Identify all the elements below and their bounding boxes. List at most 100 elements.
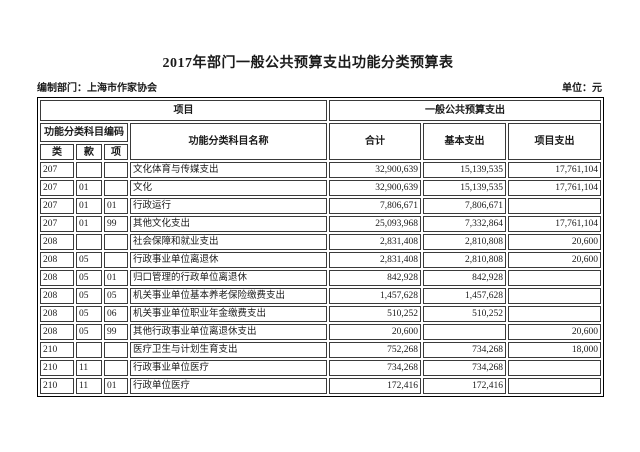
cell-total: 2,831,408 (329, 252, 421, 268)
cell-total: 25,093,968 (329, 216, 421, 232)
cell-subject-name: 文化体育与传媒支出 (130, 162, 327, 178)
cell-item-code (104, 180, 128, 196)
header-total: 合计 (329, 123, 421, 160)
cell-total: 1,457,628 (329, 288, 421, 304)
cell-total: 20,600 (329, 324, 421, 340)
cell-class-code: 207 (40, 162, 74, 178)
budget-table: 项目 一般公共预算支出 功能分类科目编码 功能分类科目名称 合计 基本支出 项目… (37, 97, 605, 397)
cell-section-code (76, 342, 102, 358)
cell-section-code: 11 (76, 360, 102, 376)
cell-class-code: 208 (40, 252, 74, 268)
cell-subject-name: 行政单位医疗 (130, 378, 327, 394)
cell-project-expense (508, 306, 602, 322)
header-row-groups: 项目 一般公共预算支出 (40, 100, 602, 121)
unit-label: 单位：元 (562, 83, 602, 94)
cell-subject-name: 行政运行 (130, 198, 327, 214)
cell-section-code (76, 234, 102, 250)
cell-basic-expense: 7,806,671 (423, 198, 506, 214)
cell-section-code: 05 (76, 252, 102, 268)
cell-class-code: 208 (40, 234, 74, 250)
cell-basic-expense: 510,252 (423, 306, 506, 322)
cell-subject-name: 行政事业单位医疗 (130, 360, 327, 376)
cell-basic-expense: 1,457,628 (423, 288, 506, 304)
cell-total: 32,900,639 (329, 180, 421, 196)
table-row: 207 01 01 行政运行 7,806,671 7,806,671 (40, 198, 602, 214)
header-section: 款 (76, 144, 102, 160)
cell-item-code: 01 (104, 198, 128, 214)
page-title: 2017年部门一般公共预算支出功能分类预算表 (162, 56, 454, 71)
header-budget-group: 一般公共预算支出 (329, 100, 602, 121)
cell-subject-name: 机关事业单位基本养老保险缴费支出 (130, 288, 327, 304)
cell-project-expense (508, 198, 602, 214)
cell-project-expense (508, 288, 602, 304)
table-row: 210 医疗卫生与计划生育支出 752,268 734,268 18,000 (40, 342, 602, 358)
header-project-expense: 项目支出 (508, 123, 602, 160)
cell-section-code: 01 (76, 198, 102, 214)
header-row-codes: 类 款 项 (40, 144, 601, 160)
cell-basic-expense: 2,810,808 (423, 234, 506, 250)
table-row: 208 05 99 其他行政事业单位离退休支出 20,600 20,600 (40, 324, 602, 340)
table-row: 207 文化体育与传媒支出 32,900,639 15,139,535 17,7… (40, 162, 602, 178)
cell-section-code: 01 (76, 180, 102, 196)
cell-section-code: 05 (76, 288, 102, 304)
cell-basic-expense: 734,268 (423, 342, 506, 358)
header-row-subgroups: 功能分类科目编码 功能分类科目名称 合计 基本支出 项目支出 (40, 123, 602, 160)
header-subject-name: 功能分类科目名称 (130, 123, 327, 160)
cell-basic-expense: 7,332,864 (423, 216, 506, 232)
cell-project-expense: 18,000 (508, 342, 602, 358)
cell-subject-name: 医疗卫生与计划生育支出 (130, 342, 327, 358)
table-row: 207 01 文化 32,900,639 15,139,535 17,761,1… (40, 180, 602, 196)
cell-item-code (104, 252, 128, 268)
cell-basic-expense (423, 324, 506, 340)
cell-basic-expense: 842,928 (423, 270, 506, 286)
cell-project-expense (508, 360, 602, 376)
header-item-group: 项目 (40, 100, 327, 121)
cell-project-expense: 17,761,104 (508, 180, 602, 196)
cell-basic-expense: 734,268 (423, 360, 506, 376)
table-body: 207 文化体育与传媒支出 32,900,639 15,139,535 17,7… (40, 162, 602, 394)
header-code-group: 功能分类科目编码 (40, 123, 128, 142)
cell-item-code (104, 162, 128, 178)
cell-total: 7,806,671 (329, 198, 421, 214)
header-item: 项 (104, 144, 128, 160)
cell-section-code (76, 162, 102, 178)
cell-project-expense: 20,600 (508, 234, 602, 250)
cell-project-expense: 17,761,104 (508, 216, 602, 232)
cell-total: 2,831,408 (329, 234, 421, 250)
cell-subject-name: 归口管理的行政单位离退休 (130, 270, 327, 286)
cell-subject-name: 行政事业单位离退休 (130, 252, 327, 268)
table-row: 208 05 06 机关事业单位职业年金缴费支出 510,252 510,252 (40, 306, 602, 322)
cell-class-code: 208 (40, 306, 74, 322)
header-class: 类 (40, 144, 74, 160)
cell-item-code: 99 (104, 216, 128, 232)
cell-total: 32,900,639 (329, 162, 421, 178)
table-row: 208 05 行政事业单位离退休 2,831,408 2,810,808 20,… (40, 252, 602, 268)
cell-project-expense (508, 378, 602, 394)
cell-item-code: 06 (104, 306, 128, 322)
cell-basic-expense: 15,139,535 (423, 162, 506, 178)
cell-total: 752,268 (329, 342, 421, 358)
cell-item-code: 01 (104, 270, 128, 286)
cell-item-code (104, 360, 128, 376)
cell-class-code: 210 (40, 342, 74, 358)
cell-total: 842,928 (329, 270, 421, 286)
cell-class-code: 208 (40, 270, 74, 286)
cell-item-code: 01 (104, 378, 128, 394)
cell-project-expense: 20,600 (508, 324, 602, 340)
cell-total: 172,416 (329, 378, 421, 394)
cell-subject-name: 文化 (130, 180, 327, 196)
table-row: 208 社会保障和就业支出 2,831,408 2,810,808 20,600 (40, 234, 602, 250)
table-row: 210 11 行政事业单位医疗 734,268 734,268 (40, 360, 602, 376)
cell-item-code (104, 342, 128, 358)
table-row: 210 11 01 行政单位医疗 172,416 172,416 (40, 378, 602, 394)
cell-total: 510,252 (329, 306, 421, 322)
cell-class-code: 210 (40, 378, 74, 394)
table-row: 208 05 01 归口管理的行政单位离退休 842,928 842,928 (40, 270, 602, 286)
cell-class-code: 210 (40, 360, 74, 376)
cell-project-expense: 17,761,104 (508, 162, 602, 178)
cell-basic-expense: 15,139,535 (423, 180, 506, 196)
cell-project-expense (508, 270, 602, 286)
cell-section-code: 05 (76, 270, 102, 286)
cell-section-code: 05 (76, 324, 102, 340)
cell-item-code: 99 (104, 324, 128, 340)
